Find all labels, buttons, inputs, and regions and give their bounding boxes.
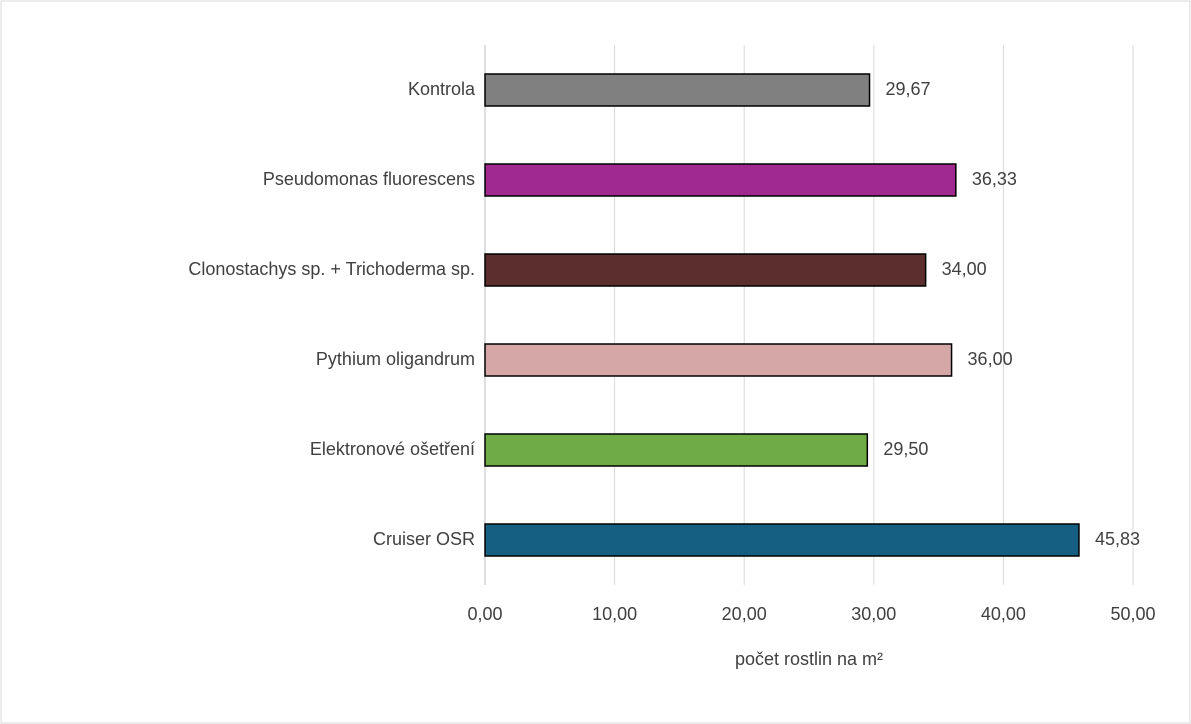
y-tick-label: Clonostachys sp. + Trichoderma sp. [188, 259, 475, 279]
data-label: 36,33 [972, 169, 1017, 189]
x-tick-label: 0,00 [467, 604, 502, 624]
y-tick-label: Cruiser OSR [373, 529, 475, 549]
data-label: 45,83 [1095, 529, 1140, 549]
data-label: 29,50 [883, 439, 928, 459]
data-label: 36,00 [968, 349, 1013, 369]
x-tick-label: 30,00 [851, 604, 896, 624]
bar [484, 523, 1080, 557]
y-tick-label: Kontrola [408, 79, 476, 99]
x-tick-label: 40,00 [981, 604, 1026, 624]
x-tick-label: 50,00 [1110, 604, 1155, 624]
x-tick-label: 10,00 [592, 604, 637, 624]
y-tick-label: Elektronové ošetření [310, 439, 475, 459]
data-label: 29,67 [886, 79, 931, 99]
bar [484, 343, 953, 377]
data-label: 34,00 [942, 259, 987, 279]
bar [484, 163, 957, 197]
x-tick-label: 20,00 [722, 604, 767, 624]
y-tick-label: Pythium oligandrum [316, 349, 475, 369]
y-tick-label: Pseudomonas fluorescens [263, 169, 475, 189]
bar [484, 73, 871, 107]
x-axis-title: počet rostlin na m² [735, 649, 883, 669]
bar [484, 433, 869, 467]
bar [484, 253, 927, 287]
